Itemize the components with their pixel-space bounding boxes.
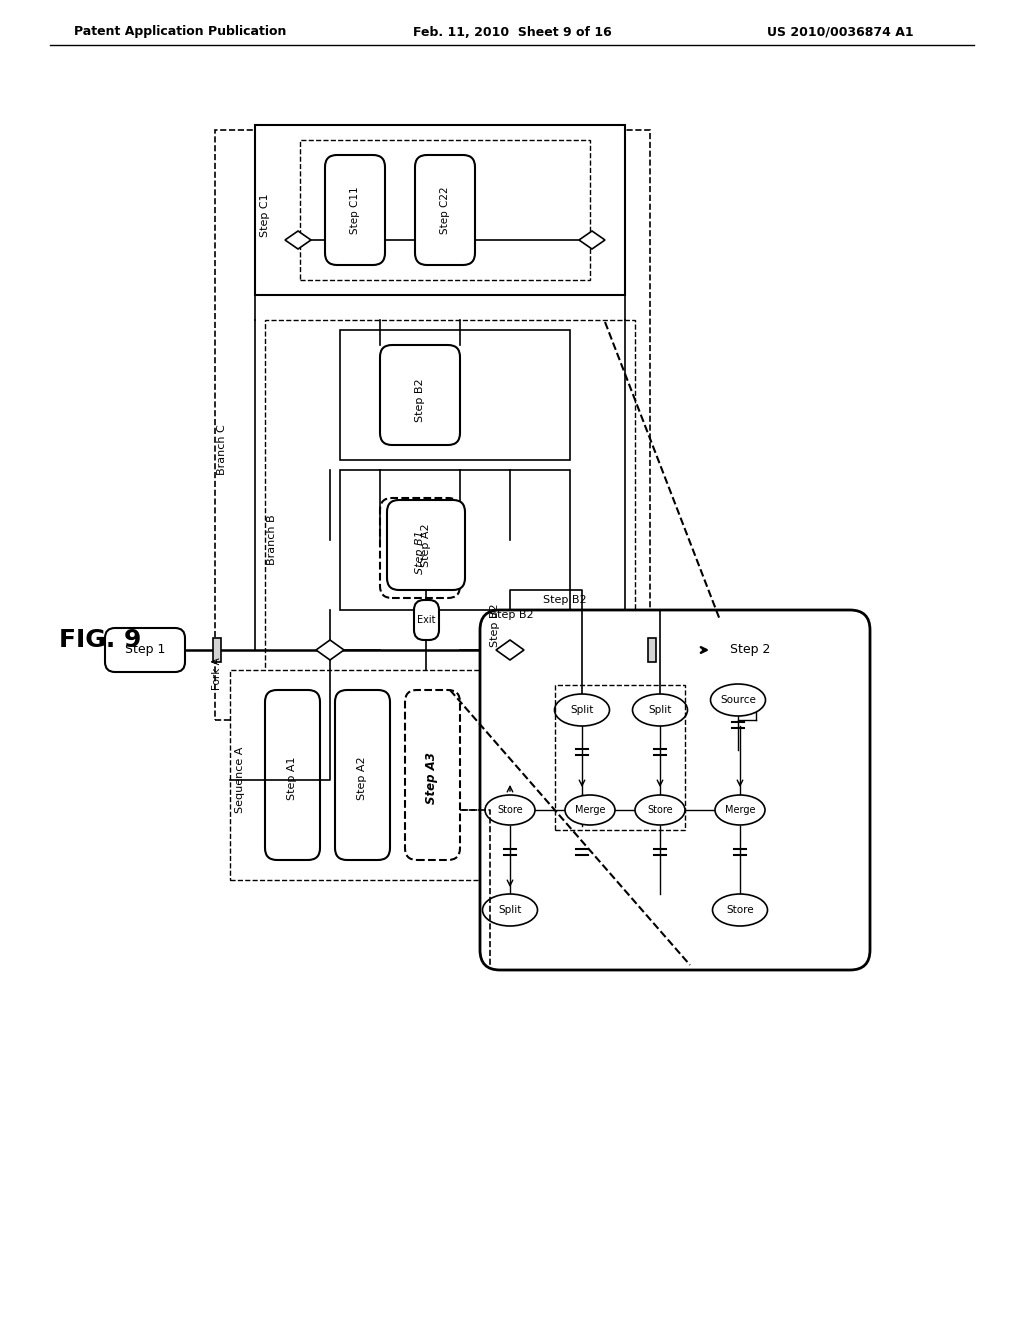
FancyBboxPatch shape (265, 690, 319, 861)
Text: Exit: Exit (417, 615, 435, 624)
Ellipse shape (713, 894, 768, 927)
Text: Split: Split (499, 906, 521, 915)
FancyBboxPatch shape (415, 154, 475, 265)
FancyBboxPatch shape (480, 610, 870, 970)
Ellipse shape (555, 694, 609, 726)
Text: Step 1: Step 1 (125, 644, 165, 656)
Text: Step A3: Step A3 (426, 752, 438, 804)
Bar (265, 319, 635, 710)
Bar (213, 638, 221, 663)
Text: Step C22: Step C22 (440, 186, 450, 234)
Bar (648, 638, 656, 663)
Text: Feb. 11, 2010  Sheet 9 of 16: Feb. 11, 2010 Sheet 9 of 16 (413, 25, 611, 38)
Text: Step A1: Step A1 (287, 756, 297, 800)
Bar (215, 129, 650, 719)
Ellipse shape (715, 795, 765, 825)
Text: Step B2: Step B2 (490, 603, 500, 647)
Text: Branch B: Branch B (267, 515, 278, 565)
Ellipse shape (711, 684, 766, 715)
Text: Step B2: Step B2 (543, 595, 587, 605)
Text: Source: Source (720, 696, 756, 705)
Bar (300, 140, 590, 280)
Text: Merge: Merge (725, 805, 756, 814)
Text: Step B2: Step B2 (415, 379, 425, 422)
Text: Step C1: Step C1 (260, 193, 270, 236)
Bar (340, 330, 570, 459)
Polygon shape (285, 231, 311, 249)
Text: Split: Split (570, 705, 594, 715)
FancyBboxPatch shape (414, 601, 439, 640)
FancyBboxPatch shape (380, 498, 460, 598)
FancyBboxPatch shape (325, 154, 385, 265)
Text: Store: Store (647, 805, 673, 814)
Ellipse shape (565, 795, 615, 825)
Polygon shape (579, 231, 605, 249)
Bar (230, 671, 485, 880)
FancyBboxPatch shape (710, 628, 790, 672)
FancyBboxPatch shape (105, 628, 185, 672)
Text: Merge: Merge (574, 805, 605, 814)
Text: Step B2: Step B2 (490, 610, 534, 620)
Text: Fork A: Fork A (212, 657, 222, 690)
Text: Step 2: Step 2 (730, 644, 770, 656)
Polygon shape (496, 640, 524, 660)
FancyBboxPatch shape (406, 690, 460, 861)
Text: Sequence A: Sequence A (234, 747, 245, 813)
FancyBboxPatch shape (387, 500, 465, 590)
Text: Patent Application Publication: Patent Application Publication (74, 25, 286, 38)
Bar (255, 125, 625, 294)
Polygon shape (316, 640, 344, 660)
Ellipse shape (485, 795, 535, 825)
Ellipse shape (635, 795, 685, 825)
FancyBboxPatch shape (335, 690, 390, 861)
Text: US 2010/0036874 A1: US 2010/0036874 A1 (767, 25, 913, 38)
Ellipse shape (633, 694, 687, 726)
FancyBboxPatch shape (380, 345, 460, 445)
Text: Store: Store (498, 805, 523, 814)
Bar (555, 685, 685, 830)
Bar (340, 470, 570, 610)
Text: Step C11: Step C11 (350, 186, 360, 234)
Text: Store: Store (726, 906, 754, 915)
Bar (648, 638, 656, 663)
Text: Step A2: Step A2 (357, 756, 367, 800)
Text: Step B1: Step B1 (415, 531, 425, 574)
Text: Step A2: Step A2 (421, 523, 431, 566)
Text: Branch C: Branch C (217, 425, 227, 475)
Text: Split: Split (648, 705, 672, 715)
Text: FIG. 9: FIG. 9 (58, 628, 141, 652)
Ellipse shape (482, 894, 538, 927)
